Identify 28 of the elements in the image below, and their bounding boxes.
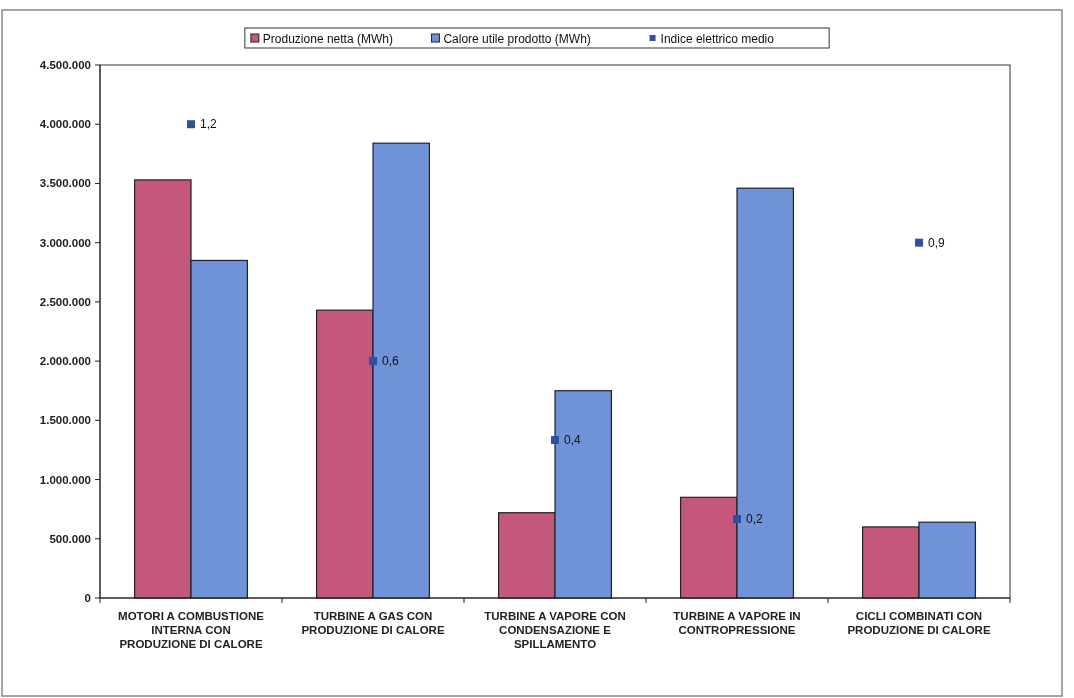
data-label: 0,6 [382,354,400,369]
y-tick-label: 2.000.000 [39,355,91,368]
x-tick-label: CICLI COMBINATI CON PRODUZIONE DI CALORE [847,610,991,636]
y-tick-label: 4.000.000 [39,118,91,131]
y-tick-label: 3.500.000 [39,177,91,190]
data-label: 0,9 [928,235,946,250]
legend-label: Indice elettrico medio [660,31,775,46]
legend-label: Calore utile prodotto (MWh) [443,31,591,46]
y-tick-label: 1.000.000 [39,473,91,486]
x-tick-label: TURBINE A GAS CON PRODUZIONE DI CALORE [301,610,445,636]
y-tick-label: 3.000.000 [39,236,91,249]
x-tick-label: MOTORI A COMBUSTIONE INTERNA CON PRODUZIONE DI CALORE [118,610,265,650]
data-label: 1,2 [200,117,218,132]
y-tick-label: 4.500.000 [39,59,91,71]
point [915,238,923,247]
y-tick-label: 0 [84,592,91,604]
x-tick-label: TURBINE A VAPORE IN CONTROPRESSIONE [673,610,801,636]
data-label: 0,2 [746,512,764,527]
y-tick-label: 2.500.000 [39,295,91,308]
point [187,120,195,129]
data-label: 0,4 [564,433,582,448]
x-tick-label: TURBINE A VAPORE CON CONDENSAZIONE E SPILLAMENTO [484,610,626,650]
y-tick-label: 500.000 [49,532,91,545]
point [733,515,741,524]
point [551,436,559,445]
y-tick-label: 1.500.000 [39,414,91,427]
point [369,357,377,366]
legend-label: Produzione netta (MWh) [262,31,393,46]
